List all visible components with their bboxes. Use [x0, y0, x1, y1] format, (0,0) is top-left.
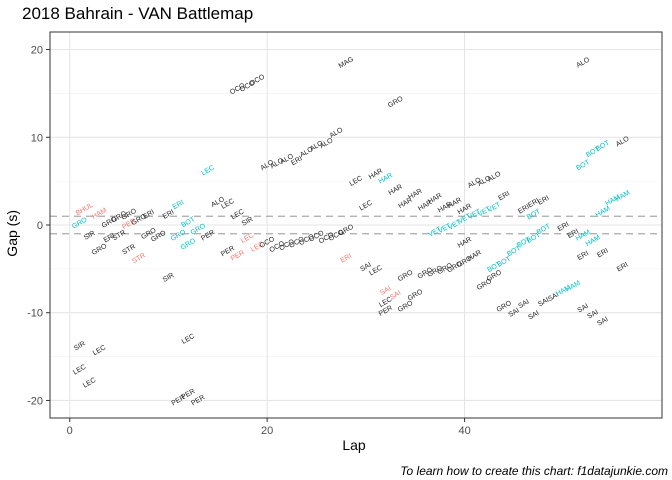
x-axis-label: Lap [342, 437, 366, 453]
data-point-label: ERI [537, 195, 551, 207]
data-point-label: ERI [596, 247, 610, 259]
chart-title: 2018 Bahrain - VAN Battlemap [22, 4, 254, 23]
y-tick-label: -10 [27, 308, 43, 320]
data-point-label: SAI [596, 316, 609, 328]
data-point-label: SAI [586, 309, 599, 321]
chart-caption: To learn how to create this chart: f1dat… [400, 464, 668, 478]
data-point-label: ERI [103, 232, 117, 244]
data-point-label: SIR [73, 340, 87, 352]
data-point-label: SIR [83, 230, 97, 242]
x-tick-label: 40 [458, 425, 470, 437]
data-point-label: SAI [527, 310, 540, 322]
data-point-label: ERI [290, 155, 304, 167]
data-point-label: SIR [162, 272, 176, 284]
y-tick-label: 10 [31, 132, 43, 144]
data-point-label: SAI [547, 291, 560, 303]
data-point-label: ERI [517, 204, 531, 216]
data-point-label: SAI [577, 303, 590, 315]
data-point-label: SAI [507, 307, 520, 319]
data-point-label: SAI [517, 298, 530, 310]
data-point-label: ERI [172, 199, 186, 211]
y-tick-label: -20 [27, 395, 43, 407]
data-point-label: ERI [527, 197, 541, 209]
y-tick-label: 0 [37, 220, 43, 232]
data-point-label: SAI [537, 297, 550, 309]
data-point-label: ERI [576, 250, 590, 262]
data-point-label: ERI [616, 261, 630, 273]
y-tick-label: 20 [31, 45, 43, 57]
data-point-label: ERI [557, 221, 571, 233]
data-point-label: ERI [339, 253, 353, 265]
data-point-label: SAI [389, 290, 402, 302]
x-tick-label: 0 [67, 425, 73, 437]
data-point-label: ERI [497, 190, 511, 202]
data-point-label: ERI [567, 228, 581, 240]
data-point-label: ERI [162, 209, 176, 221]
x-tick-label: 20 [261, 425, 273, 437]
data-point-label: SAI [359, 262, 372, 274]
data-point-label: SIR [241, 216, 255, 228]
data-point-label: ERI [142, 209, 156, 221]
data-point-label: SAI [379, 285, 392, 297]
